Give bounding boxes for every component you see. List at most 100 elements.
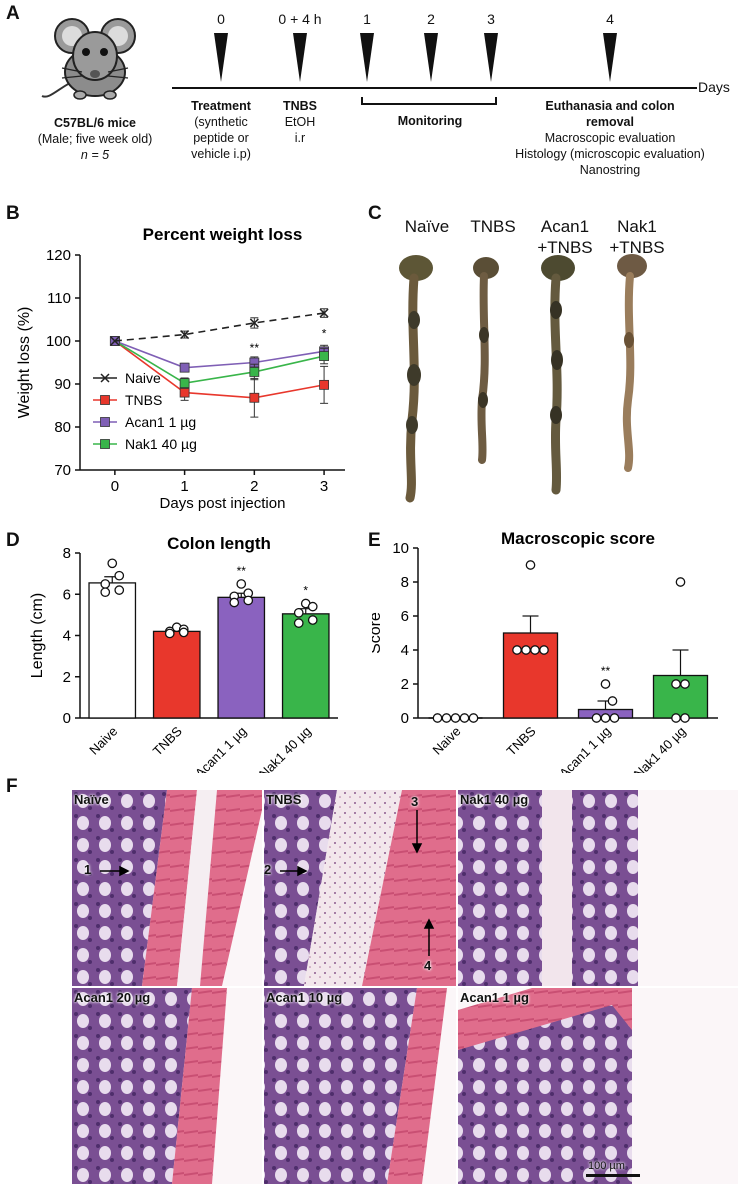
scale-bar xyxy=(586,1174,640,1177)
data-point xyxy=(179,378,190,389)
chart-e-ytick-label: 0 xyxy=(401,710,409,727)
tick-label-4: 4 xyxy=(606,11,614,27)
arrow-1 xyxy=(100,865,130,877)
chart-b-ytick-label: 120 xyxy=(46,247,71,264)
chart-e-data-point xyxy=(441,713,452,723)
tick-label-2: 2 xyxy=(427,11,435,27)
colon-specimens-image xyxy=(399,254,647,503)
chart-b-ytick-label: 80 xyxy=(54,419,71,436)
timeline-markers xyxy=(214,33,617,105)
chart-d-data-point xyxy=(307,601,318,612)
histology-label-acan1-1: Acan1 1 µg xyxy=(460,990,529,1005)
treatment-line-2: peptide or xyxy=(193,131,249,145)
monitoring-label: Monitoring xyxy=(397,114,463,128)
mouse-detail: (Male; five week old) xyxy=(37,132,153,146)
chart-d-data-point xyxy=(114,570,125,581)
chart-d-bar xyxy=(281,613,330,719)
colon-photo-panel: Naïve TNBS Acan1 +TNBS Nak1 +TNBS xyxy=(370,200,742,520)
histology-tile-acan1-10 xyxy=(264,988,456,1184)
chart-d-data-point xyxy=(307,615,318,625)
histology-label-naive: Naïve xyxy=(74,792,109,807)
chart-e-data-point xyxy=(468,713,479,723)
chart-e-data-point xyxy=(432,713,443,723)
colon-label-nak1: Nak1 +TNBS xyxy=(609,217,665,257)
chart-d-data-point xyxy=(100,587,111,598)
series-line-0 xyxy=(114,312,325,342)
chart-e-data-point xyxy=(591,713,602,723)
chart-d-data-point xyxy=(100,579,111,589)
data-point xyxy=(249,367,260,377)
chart-e-data-point xyxy=(539,645,549,655)
chart-e-data-point xyxy=(459,713,470,723)
chart-b-xtick-label: 3 xyxy=(320,478,328,495)
chart-d-ytick-label: 4 xyxy=(63,628,71,645)
chart-e-xtick-label: Nak1 40 µg xyxy=(631,724,689,773)
chart-d-ytick-label: 8 xyxy=(63,545,71,562)
tick-label-0-4h: 0 + 4 h xyxy=(278,11,322,27)
colon-label-acan1: Acan1 +TNBS xyxy=(537,217,593,257)
chart-e-bar xyxy=(652,674,709,719)
chart-d-ytick-label: 6 xyxy=(63,586,71,603)
chart-d-ytick-label: 0 xyxy=(63,710,71,727)
legend-label: Nak1 40 µg xyxy=(125,436,197,452)
chart-b-ytick-label: 90 xyxy=(54,376,71,393)
colon-length-chart: Colon length 0 2 4 6 8 Length (cm) Naive TNBS ** A… xyxy=(29,534,338,773)
scale-bar-label: 100 µm xyxy=(588,1160,625,1172)
chart-e-xtick-label: Naive xyxy=(430,724,464,758)
chart-e-data-point xyxy=(609,713,620,723)
histology-label-tnbs: TNBS xyxy=(266,792,302,807)
arrow-3 xyxy=(411,810,423,854)
chart-d-xtick-label: Naive xyxy=(86,724,120,758)
tick-label-3: 3 xyxy=(487,11,495,27)
colon-label-naive: Naïve xyxy=(404,217,450,236)
chart-e-data-point xyxy=(600,713,611,723)
chart-b-ytick-label: 70 xyxy=(54,462,71,479)
chart-e-data-point xyxy=(671,713,681,723)
chart-d-data-point xyxy=(107,558,118,569)
chart-b-ytick-label: 110 xyxy=(47,290,71,307)
chart-d-significance-mark: * xyxy=(303,584,308,598)
macroscopic-score-chart: Macroscopic score 0 2 4 6 8 10 Score Naive TNBS **… xyxy=(372,529,718,773)
marker-day-0 xyxy=(214,33,228,82)
data-point xyxy=(319,308,329,318)
panel-label-d: D xyxy=(6,530,20,551)
chart-b-xlabel: Days post injection xyxy=(160,495,286,512)
mouse-n: n = 5 xyxy=(80,148,110,162)
chart-d-xtick-label: Acan1 1 µg xyxy=(192,724,249,773)
chart-e-data-point xyxy=(671,679,681,689)
series-line-1 xyxy=(114,340,325,399)
legend-label: Naive xyxy=(125,370,161,386)
chart-e-data-point xyxy=(607,696,618,706)
chart-e-xtick-label: Acan1 1 µg xyxy=(556,724,613,773)
histology-label-nak1: Nak1 40 µg xyxy=(460,792,529,807)
data-point xyxy=(110,336,120,346)
chart-d-data-point xyxy=(164,628,175,639)
euthanasia-title-1: Euthanasia and colon xyxy=(545,99,675,113)
timeline-panel: C57BL/6 mice (Male; five week old) n = 5… xyxy=(0,0,742,200)
histology-panel: Naïve TNBS Nak1 40 µg Acan1 20 µg Acan1 … xyxy=(72,790,738,1184)
legend-label: Acan1 1 µg xyxy=(125,414,196,430)
tnbs-line-1: EtOH xyxy=(284,115,316,129)
chart-d-data-point xyxy=(114,585,125,595)
arrow-4 xyxy=(423,918,435,956)
mouse-icon xyxy=(41,18,136,100)
chart-e-data-point xyxy=(512,645,522,655)
chart-d-significance-mark: ** xyxy=(237,564,247,578)
chart-b-xtick-label: 0 xyxy=(111,478,119,495)
histology-tile-naive xyxy=(72,790,262,986)
chart-e-title: Macroscopic score xyxy=(501,529,655,548)
data-point xyxy=(179,387,190,398)
arrow-label-2: 2 xyxy=(264,862,272,877)
treatment-title: Treatment xyxy=(191,99,251,113)
panel-label-e: E xyxy=(368,530,381,551)
monitoring-bracket xyxy=(361,97,497,105)
chart-e-ytick-label: 8 xyxy=(401,574,409,591)
significance-mark: * xyxy=(322,327,327,341)
arrow-label-1: 1 xyxy=(84,862,92,877)
tick-label-0: 0 xyxy=(217,11,225,27)
histology-tile-acan1-1 xyxy=(458,988,738,1184)
chart-e-ytick-label: 4 xyxy=(401,642,409,659)
legend-marker xyxy=(100,395,110,405)
histology-tile-acan1-20 xyxy=(72,988,262,1184)
chart-d-bar xyxy=(152,630,201,719)
